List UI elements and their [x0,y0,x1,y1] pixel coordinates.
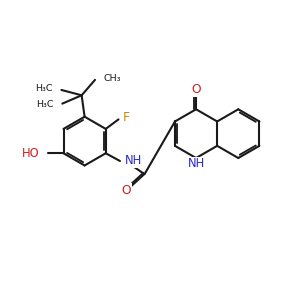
Text: H₃C: H₃C [37,100,54,109]
Text: CH₃: CH₃ [103,74,121,82]
Text: NH: NH [125,154,142,167]
Text: H₃C: H₃C [36,84,53,93]
Text: HO: HO [22,147,39,160]
Text: NH: NH [188,158,205,170]
Text: O: O [191,83,201,96]
Text: O: O [122,184,131,196]
Text: F: F [122,110,129,124]
